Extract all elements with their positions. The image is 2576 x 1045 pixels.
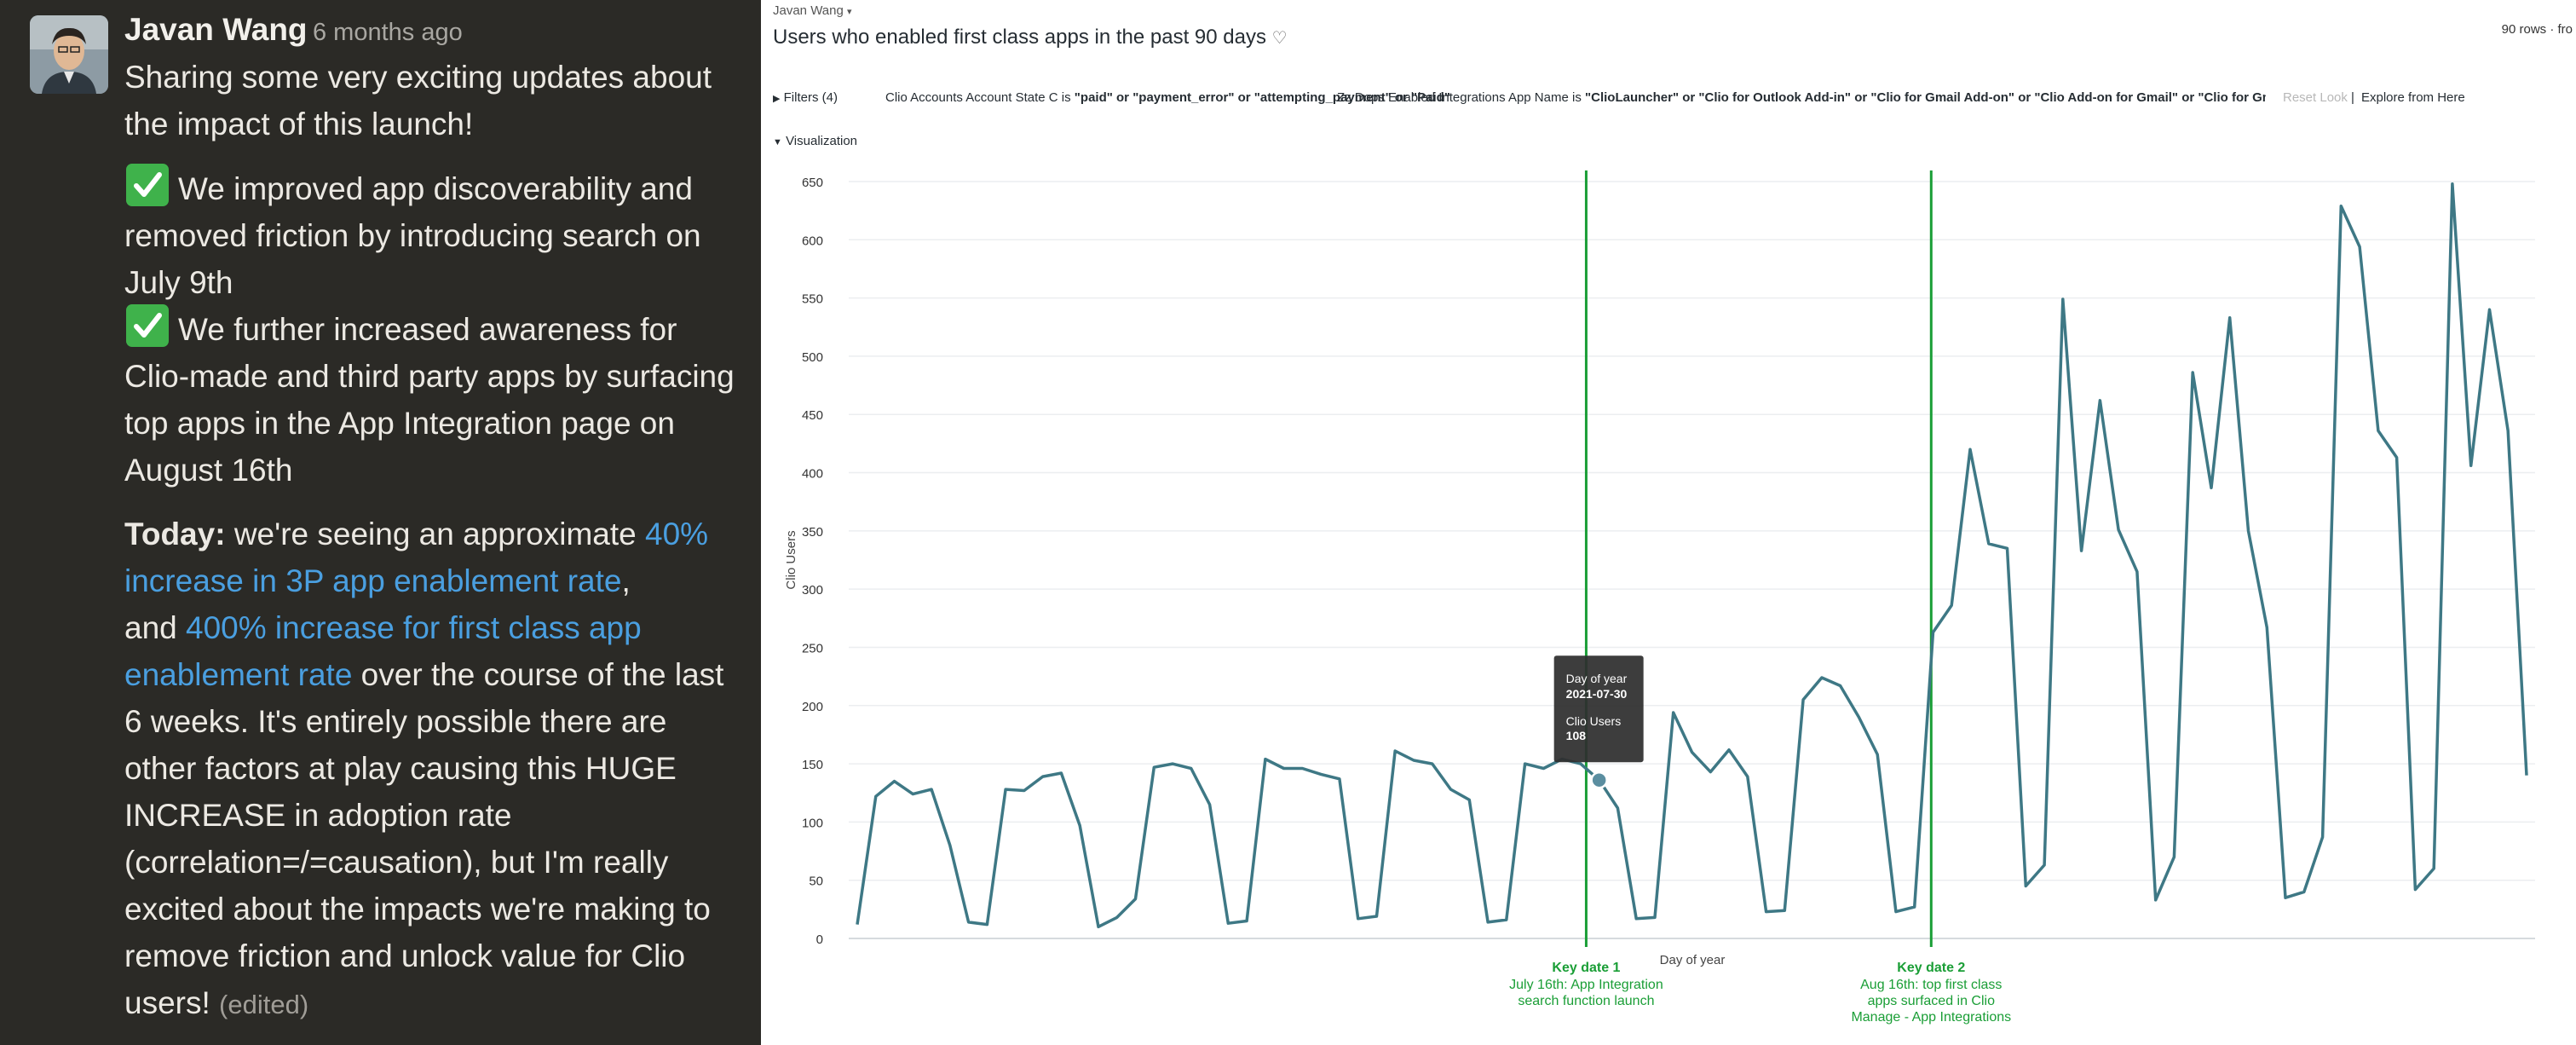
key-date-title: Key date 1 bbox=[1552, 961, 1620, 975]
tooltip-text: Day of year bbox=[1566, 672, 1628, 685]
y-tick-label: 300 bbox=[802, 583, 823, 598]
y-tick-label: 50 bbox=[809, 875, 823, 889]
message-today: Today: we're seeing an approximate 40% i… bbox=[124, 511, 738, 1028]
y-axis-ticks: 0 50 100 150 200 250 300 350 400 450 500 550 600 650 bbox=[802, 176, 823, 947]
visualization-label: Visualization bbox=[786, 134, 858, 148]
visualization-toggle[interactable]: ▼ Visualization bbox=[773, 134, 857, 148]
filter-1[interactable]: Clio Accounts Account State C is "paid" … bbox=[885, 90, 1450, 105]
hover-point bbox=[1590, 771, 1608, 789]
key-date-description: Aug 16th: top first class bbox=[1860, 978, 2002, 992]
message-intro: Sharing some very exciting updates about… bbox=[124, 60, 712, 141]
page-title: Users who enabled first class apps in th… bbox=[773, 26, 1288, 49]
y-tick-label: 100 bbox=[802, 816, 823, 830]
today-post-text: over the course of the last 6 weeks. It'… bbox=[124, 657, 724, 1020]
y-tick-label: 550 bbox=[802, 292, 823, 307]
key-date-description: July 16th: App Integration bbox=[1509, 978, 1663, 992]
row-count: 90 rows · fro bbox=[2501, 22, 2573, 37]
y-tick-label: 0 bbox=[816, 932, 823, 947]
filter-2-value: "ClioLauncher" or "Clio for Outlook Add-… bbox=[1585, 90, 2266, 105]
y-tick-label: 400 bbox=[802, 467, 823, 482]
key-date-description: Manage - App Integrations bbox=[1851, 1010, 2011, 1025]
y-tick-label: 650 bbox=[802, 176, 823, 190]
white-check-mark-icon bbox=[124, 164, 171, 206]
y-axis-label: Clio Users bbox=[784, 530, 798, 589]
y-tick-label: 450 bbox=[802, 408, 823, 423]
filters-label: Filters (4) bbox=[783, 90, 838, 105]
link-3p-increase[interactable]: 40% increase in 3P app enablement rate bbox=[124, 517, 709, 598]
y-tick-label: 350 bbox=[802, 525, 823, 540]
y-tick-label: 200 bbox=[802, 700, 823, 714]
tooltip-text: Clio Users bbox=[1566, 714, 1622, 728]
tooltip-text: 2021-07-30 bbox=[1566, 687, 1628, 701]
separator: | bbox=[2351, 90, 2354, 105]
reset-look-button[interactable]: Reset Look bbox=[2283, 90, 2348, 105]
point-1-text: We improved app discoverability and remo… bbox=[124, 171, 701, 300]
breadcrumb-label: Javan Wang bbox=[773, 3, 844, 18]
y-tick-label: 500 bbox=[802, 350, 823, 365]
message-timestamp[interactable]: 6 months ago bbox=[313, 19, 463, 46]
point-2-text: We further increased awareness for Clio-… bbox=[124, 312, 735, 488]
grid bbox=[849, 181, 2535, 939]
filter-2-operator: is bbox=[1568, 90, 1585, 105]
tooltip-text: 108 bbox=[1566, 729, 1587, 742]
page-title-text: Users who enabled first class apps in th… bbox=[773, 26, 1266, 49]
today-pre-text: we're seeing an approximate bbox=[225, 517, 646, 551]
series-line bbox=[856, 182, 2528, 929]
link-first-class-increase[interactable]: 400% increase for first class app enable… bbox=[124, 610, 642, 692]
slack-message-panel: Javan Wang 6 months ago Sharing some ver… bbox=[0, 0, 761, 1045]
tooltip-box bbox=[1553, 655, 1644, 763]
heart-icon[interactable]: ♡ bbox=[1271, 29, 1288, 48]
line-chart[interactable]: 050100150200250300350400450500550600650 … bbox=[761, 153, 2576, 1045]
author-name[interactable]: Javan Wang bbox=[124, 12, 308, 47]
chevron-down-icon: ▾ bbox=[847, 7, 852, 17]
filters-bar: ▶ Filters (4) Clio Accounts Account Stat… bbox=[773, 90, 2571, 109]
filter-1-value: "paid" or "payment_error" or "attempting… bbox=[1074, 90, 1450, 105]
filter-1-operator: is bbox=[1057, 90, 1075, 105]
comma: , bbox=[621, 563, 631, 598]
key-date-labels: Key date 1 July 16th: App Integration sear… bbox=[1509, 961, 2011, 1025]
filter-2-field: Zz Dops Enabled Integrations App Name bbox=[1337, 90, 1569, 105]
caret-down-icon: ▼ bbox=[773, 137, 782, 147]
y-tick-label: 150 bbox=[802, 758, 823, 772]
looker-panel: Javan Wang ▾ Users who enabled first cla… bbox=[761, 0, 2576, 1045]
explore-from-here-button[interactable]: Explore from Here bbox=[2361, 90, 2465, 105]
filter-1-field: Clio Accounts Account State C bbox=[885, 90, 1058, 105]
key-date-lines bbox=[1584, 170, 1933, 947]
and-text: and bbox=[124, 610, 187, 645]
series bbox=[856, 182, 2528, 929]
y-tick-label: 250 bbox=[802, 641, 823, 655]
message-point-1: We improved app discoverability and remo… bbox=[124, 164, 738, 306]
y-tick-label: 600 bbox=[802, 234, 823, 248]
key-date-description: apps surfaced in Clio bbox=[1868, 994, 1996, 1008]
caret-right-icon: ▶ bbox=[773, 94, 781, 104]
filter-2[interactable]: Zz Dops Enabled Integrations App Name is… bbox=[1337, 90, 2266, 105]
key-date-description: search function launch bbox=[1518, 994, 1654, 1008]
breadcrumb[interactable]: Javan Wang ▾ bbox=[773, 3, 852, 18]
message-point-2: We further increased awareness for Clio-… bbox=[124, 304, 738, 494]
avatar[interactable] bbox=[30, 15, 108, 94]
today-label: Today: bbox=[124, 517, 226, 551]
edited-label: (edited) bbox=[219, 990, 309, 1019]
x-axis-label: Day of year bbox=[1660, 953, 1726, 967]
filters-toggle[interactable]: ▶ Filters (4) bbox=[773, 90, 838, 105]
white-check-mark-icon bbox=[124, 304, 171, 347]
key-date-title: Key date 2 bbox=[1897, 961, 1965, 975]
